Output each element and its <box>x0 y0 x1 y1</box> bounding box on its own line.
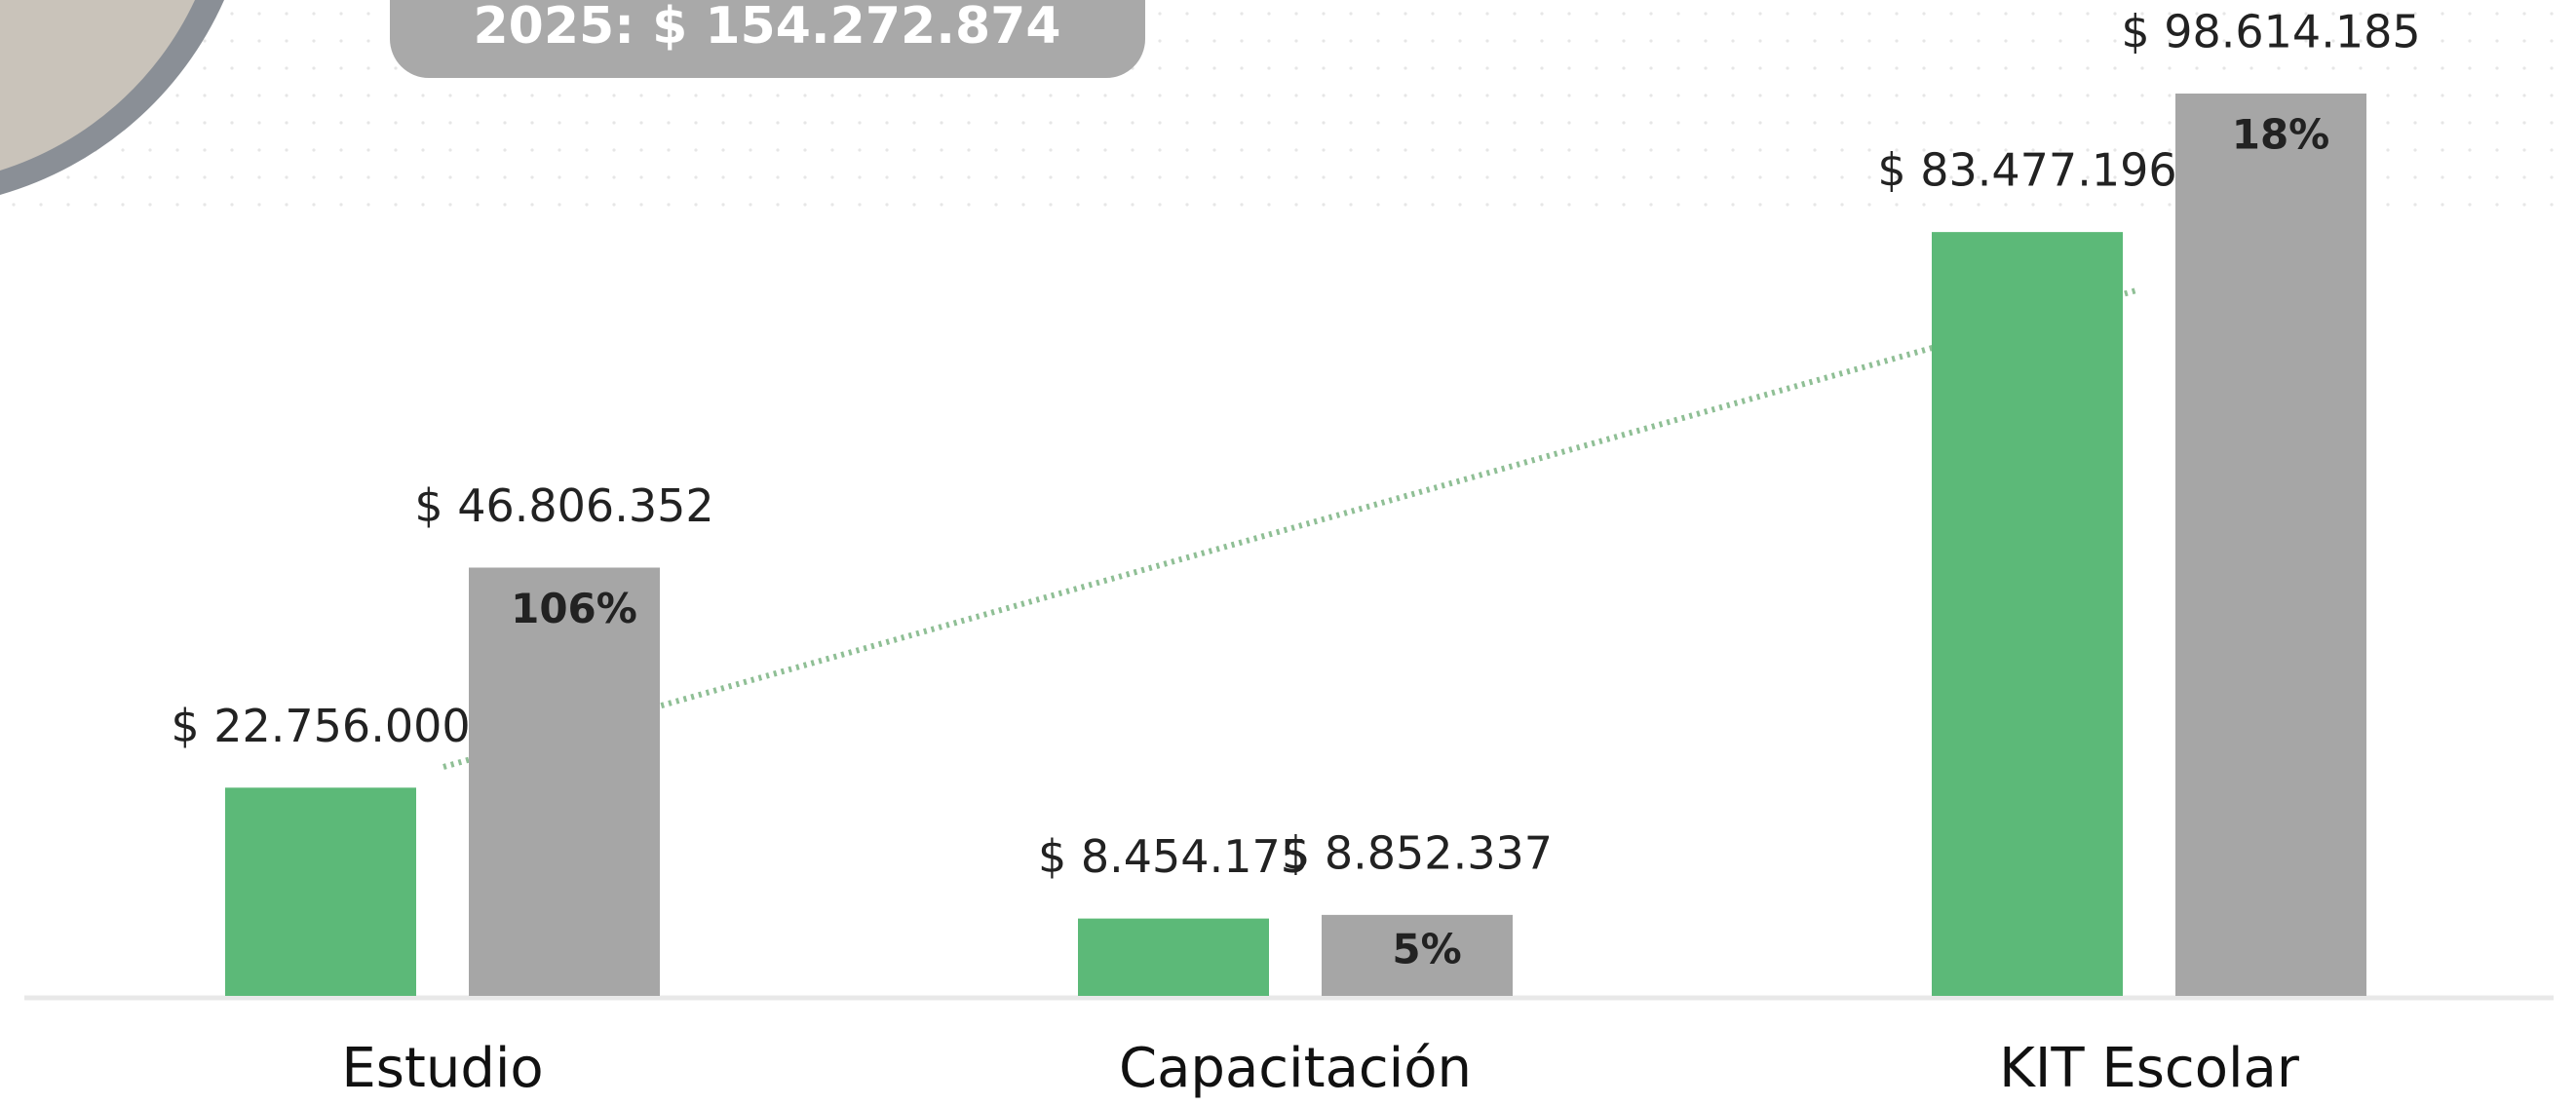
percent-label: 106% <box>511 585 637 632</box>
bar <box>1078 918 1269 996</box>
subtitle: 2025: $ 154.272.874 <box>473 0 1060 56</box>
percent-label: 18% <box>2232 111 2330 159</box>
bar <box>225 787 416 996</box>
subtitle-pill <box>390 0 1145 78</box>
value-label: $ 83.477.196 <box>1877 144 2176 197</box>
value-label: $ 8.454.175 <box>1038 830 1309 883</box>
value-label: $ 22.756.000 <box>171 700 470 752</box>
corner-photo-inner <box>0 0 195 171</box>
x-tick-label: KIT Escolar <box>1999 1037 2300 1100</box>
bar <box>2175 94 2366 996</box>
plot: Estudio $ 22.756.000 $ 46.806.352 106% Capac… <box>171 6 2420 1101</box>
bar <box>1322 914 1513 996</box>
bar <box>469 567 660 996</box>
x-tick-label: Capacitación <box>1119 1037 1472 1100</box>
value-label: $ 98.614.185 <box>2121 6 2420 58</box>
percent-label: 5% <box>1392 926 1461 973</box>
bar <box>1932 232 2123 996</box>
value-label: $ 8.852.337 <box>1282 826 1553 879</box>
value-label: $ 46.806.352 <box>414 479 713 532</box>
x-tick-label: Estudio <box>341 1037 543 1100</box>
